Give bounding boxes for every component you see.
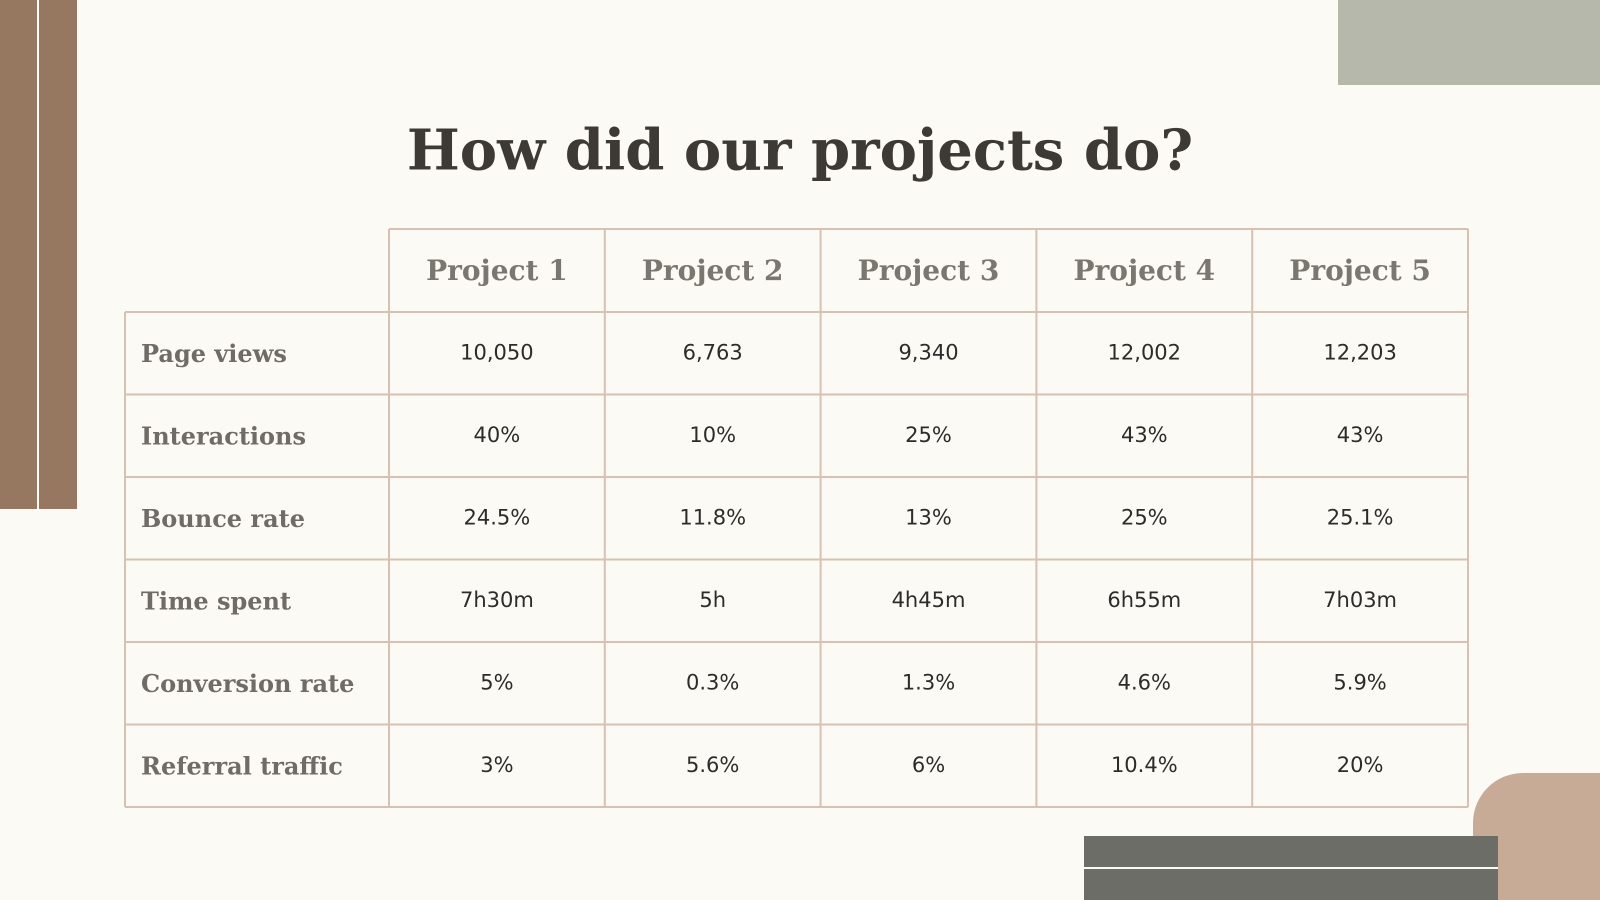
column-header: Project 3 — [858, 254, 1000, 287]
table-cell: 3% — [480, 753, 513, 777]
table-cell: 9,340 — [898, 340, 958, 364]
column-header: Project 2 — [642, 254, 784, 287]
table-cell: 6% — [912, 753, 945, 777]
table-cell: 7h30m — [460, 588, 534, 612]
slide-title: How did our projects do? — [407, 118, 1193, 184]
row-label: Time spent — [141, 586, 291, 615]
table-cell: 25.1% — [1327, 505, 1394, 529]
table-cell: 13% — [905, 505, 952, 529]
row-label: Page views — [141, 339, 287, 368]
table-cell: 5h — [699, 588, 726, 612]
row-label: Referral traffic — [141, 751, 343, 780]
table-cell: 43% — [1121, 423, 1168, 447]
table-cell: 0.3% — [686, 670, 739, 694]
row-label: Conversion rate — [141, 669, 354, 698]
table-cell: 10.4% — [1111, 753, 1178, 777]
table: Project 1 Project 2 Project 3 Project 4 Proj… — [124, 228, 1469, 808]
table-cell: 24.5% — [464, 505, 531, 529]
table-cell: 5% — [480, 670, 513, 694]
column-header: Project 5 — [1289, 254, 1431, 287]
table-cell: 10% — [689, 423, 736, 447]
table-cell: 5.6% — [686, 753, 739, 777]
column-header: Project 4 — [1073, 254, 1215, 287]
table-cell: 6h55m — [1107, 588, 1181, 612]
bottom-right-shape — [1473, 773, 1600, 900]
table-cell: 7h03m — [1323, 588, 1397, 612]
table-cell: 11.8% — [679, 505, 746, 529]
table-cell: 6,763 — [683, 340, 743, 364]
table-cell: 10,050 — [460, 340, 533, 364]
table-cell: 40% — [474, 423, 521, 447]
table-cell: 5.9% — [1333, 670, 1386, 694]
table-cell: 12,002 — [1108, 340, 1181, 364]
column-header: Project 1 — [426, 254, 568, 287]
row-label: Bounce rate — [141, 504, 305, 533]
row-label: Interactions — [141, 421, 306, 450]
table-cell: 43% — [1337, 423, 1384, 447]
table-cell: 25% — [1121, 505, 1168, 529]
table-cell: 4h45m — [892, 588, 966, 612]
table-cell: 1.3% — [902, 670, 955, 694]
table-cell: 20% — [1337, 753, 1384, 777]
table-cell: 4.6% — [1118, 670, 1171, 694]
top-right-block — [1338, 0, 1600, 85]
table-cell: 25% — [905, 423, 952, 447]
table-cell: 12,203 — [1323, 340, 1396, 364]
